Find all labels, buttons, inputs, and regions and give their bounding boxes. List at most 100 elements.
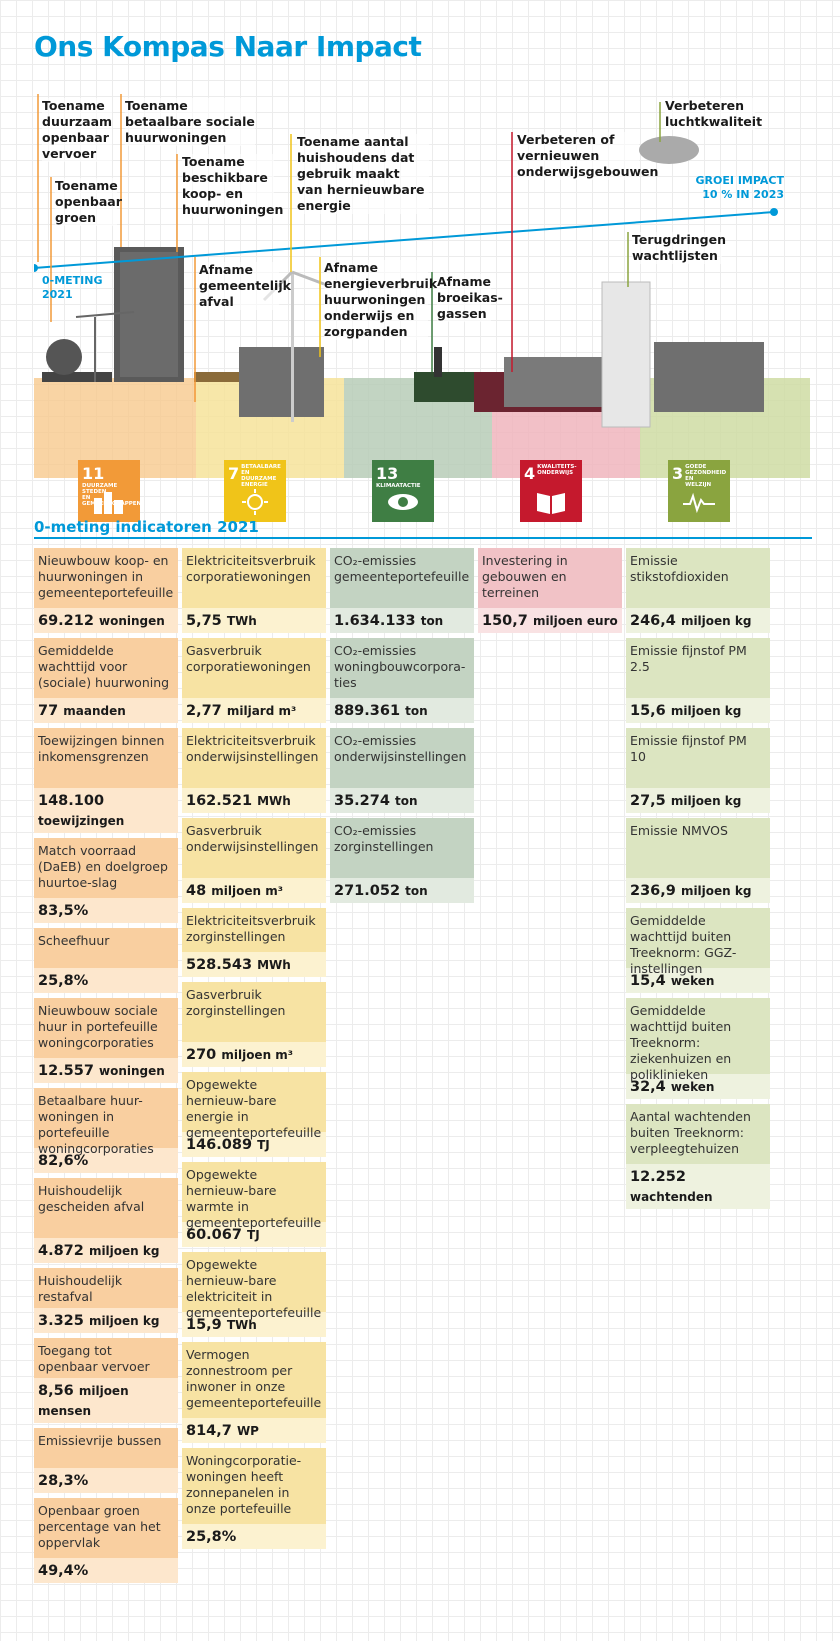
indicator-card: Opgewekte hernieuw-bare elektriciteit in… [182,1252,326,1337]
baseline-label: 0-METING 2021 [42,274,103,301]
indicator-value: 15,9 [186,1317,222,1333]
indicator-label: Toegang tot openbaar vervoer [34,1338,178,1378]
indicator-value-row: 236,9 miljoen kg [626,878,770,903]
indicator-unit: TJ [257,1138,270,1152]
indicator-value: 15,6 [630,703,666,719]
indicator-value: 25,8% [186,1529,237,1545]
indicator-label: Gemiddelde wachttijd voor (sociale) huur… [34,638,178,698]
indicator-label: CO₂-emissies zorginstellingen [330,818,474,878]
indicator-unit: miljoen kg [88,1314,160,1328]
indicator-value-row: 150,7 miljoen euro [478,608,622,633]
indicator-column-onderwijs: Investering in gebouwen en terreinen 150,… [478,548,622,638]
indicator-value-row: 48 miljoen m³ [182,878,326,903]
indicator-unit: maanden [63,704,126,718]
indicator-value-row: 15,4 weken [626,968,770,993]
indicator-unit: toewijzingen [38,814,125,828]
indicator-value: 5,75 [186,613,222,629]
indicator-card: Toegang tot openbaar vervoer 8,56 miljoen… [34,1338,178,1423]
indicator-value: 270 [186,1047,217,1063]
indicator-value: 32,4 [630,1079,666,1095]
impact-infographic: Toename duurzaam openbaar vervoer Toenam… [34,72,810,522]
indicator-card: Betaalbare huur-woningen in portefeuille… [34,1088,178,1173]
indicator-label: CO₂-emissies woningbouwcorpora-ties [330,638,474,698]
indicator-value-row: 27,5 miljoen kg [626,788,770,813]
indicator-label: Gasverbruik corporatiewoningen [182,638,326,698]
indicator-value: 28,3% [38,1473,89,1489]
indicator-label: Emissie fijnstof PM 2.5 [626,638,770,698]
indicator-label: Opgewekte hernieuw-bare warmte in gemeen… [182,1162,326,1230]
indicator-unit: ton [405,704,428,718]
indicator-value: 60.067 [186,1227,242,1243]
indicator-label: Scheefhuur [34,928,178,968]
label-sociale-huurwoningen: Toename betaalbare sociale huurwoningen [125,98,255,146]
indicator-value-row: 271.052 ton [330,878,474,903]
indicator-value: 2,77 [186,703,222,719]
indicator-value-row: 5,75 TWh [182,608,326,633]
indicator-card: Opgewekte hernieuw-bare energie in gemee… [182,1072,326,1157]
indicator-label: Toewijzingen binnen inkomensgrenzen [34,728,178,788]
indicator-unit: miljoen kg [88,1244,160,1258]
indicator-card: Gasverbruik corporatiewoningen 2,77 milja… [182,638,326,723]
indicator-value: 15,4 [630,973,666,989]
indicator-label: Huishoudelijk gescheiden afval [34,1178,178,1238]
indicator-value: 8,56 [38,1383,74,1399]
indicator-card: Scheefhuur 25,8% [34,928,178,993]
indicator-card: Gemiddelde wachttijd buiten Treeknorm: z… [626,998,770,1099]
indicator-card: Match voorraad (DaEB) en doelgroep huurt… [34,838,178,923]
sdg-3-tile: 3 GOEDE GEZONDHEID EN WELZIJN [668,460,730,522]
indicator-column-gezondheid: Emissie stikstofdioxiden 246,4 miljoen kg… [626,548,770,1214]
indicator-card: Openbaar groen percentage van het opperv… [34,1498,178,1583]
indicator-label: Openbaar groen percentage van het opperv… [34,1498,178,1558]
label-wachtlijsten: Terugdringen wachtlijsten [632,232,726,264]
label-luchtkwaliteit: Verbeteren luchtkwaliteit [665,98,763,130]
indicator-card: Elektriciteitsverbruik zorginstellingen 5… [182,908,326,977]
indicator-card: Huishoudelijk gescheiden afval 4.872 milj… [34,1178,178,1263]
label-hernieuwbare-energie: Toename aantal huishoudens dat gebruik m… [297,134,429,214]
indicator-card: Investering in gebouwen en terreinen 150,… [478,548,622,633]
indicator-card: CO₂-emissies gemeenteportefeuille 1.634.1… [330,548,474,633]
page-title: Ons Kompas Naar Impact [34,30,422,63]
indicator-label: Gasverbruik onderwijsinstellingen [182,818,326,878]
indicator-unit: miljoen kg [680,884,752,898]
indicator-value-row: 77 maanden [34,698,178,723]
indicator-label: Gemiddelde wachttijd buiten Treeknorm: G… [626,908,770,976]
indicator-label: Emissie stikstofdioxiden [626,548,770,608]
indicator-value-row: 49,4% [34,1558,178,1583]
indicator-card: CO₂-emissies onderwijsinstellingen 35.274… [330,728,474,813]
indicator-unit: ton [395,794,418,808]
indicator-label: Match voorraad (DaEB) en doelgroep huurt… [34,838,178,898]
indicator-card: Vermogen zonnestroom per inwoner in onze… [182,1342,326,1443]
book-icon [537,493,565,514]
indicator-label: Nieuwbouw koop- en huurwoningen in gemee… [34,548,178,608]
indicator-value: 236,9 [630,883,676,899]
indicator-label: CO₂-emissies onderwijsinstellingen [330,728,474,788]
indicator-card: Gasverbruik zorginstellingen 270 miljoen … [182,982,326,1067]
indicator-value-row: 15,6 miljoen kg [626,698,770,723]
heartbeat-icon [683,492,715,514]
indicator-value: 48 [186,883,207,899]
label-broeikasgassen: Afname broeikas-gassen [437,274,503,322]
indicator-value-row: 270 miljoen m³ [182,1042,326,1067]
indicator-label: Elektriciteitsverbruik corporatiewoninge… [182,548,326,608]
indicator-unit: miljoen kg [680,614,752,628]
indicator-value: 271.052 [334,883,401,899]
indicator-value-row: 2,77 miljard m³ [182,698,326,723]
sdg-13-tile: 13KLIMAATACTIE [372,460,434,522]
indicator-unit: MWh [257,794,291,808]
indicator-unit: miljard m³ [226,704,297,718]
label-gemeentelijk-afval: Afname gemeentelijk afval [199,262,291,310]
indicator-label: Vermogen zonnestroom per inwoner in onze… [182,1342,326,1418]
indicator-value-row: 82,6% [34,1148,178,1173]
indicator-value: 4.872 [38,1243,84,1259]
indicator-value-row: 162.521 MWh [182,788,326,813]
indicator-value-row: 4.872 miljoen kg [34,1238,178,1263]
indicator-label: Woningcorporatie-woningen heeft zonnepan… [182,1448,326,1524]
indicator-value-row: 25,8% [34,968,178,993]
indicator-card: Emissievrije bussen 28,3% [34,1428,178,1493]
indicator-value-row: 12.557 woningen [34,1058,178,1083]
section-title: 0-meting indicatoren 2021 [34,518,259,536]
indicator-label: Nieuwbouw sociale huur in portefeuille w… [34,998,178,1058]
indicator-value: 148.100 [38,793,105,809]
label-openbaar-groen: Toename openbaar groen [55,178,122,226]
indicator-card: Emissie stikstofdioxiden 246,4 miljoen kg [626,548,770,633]
